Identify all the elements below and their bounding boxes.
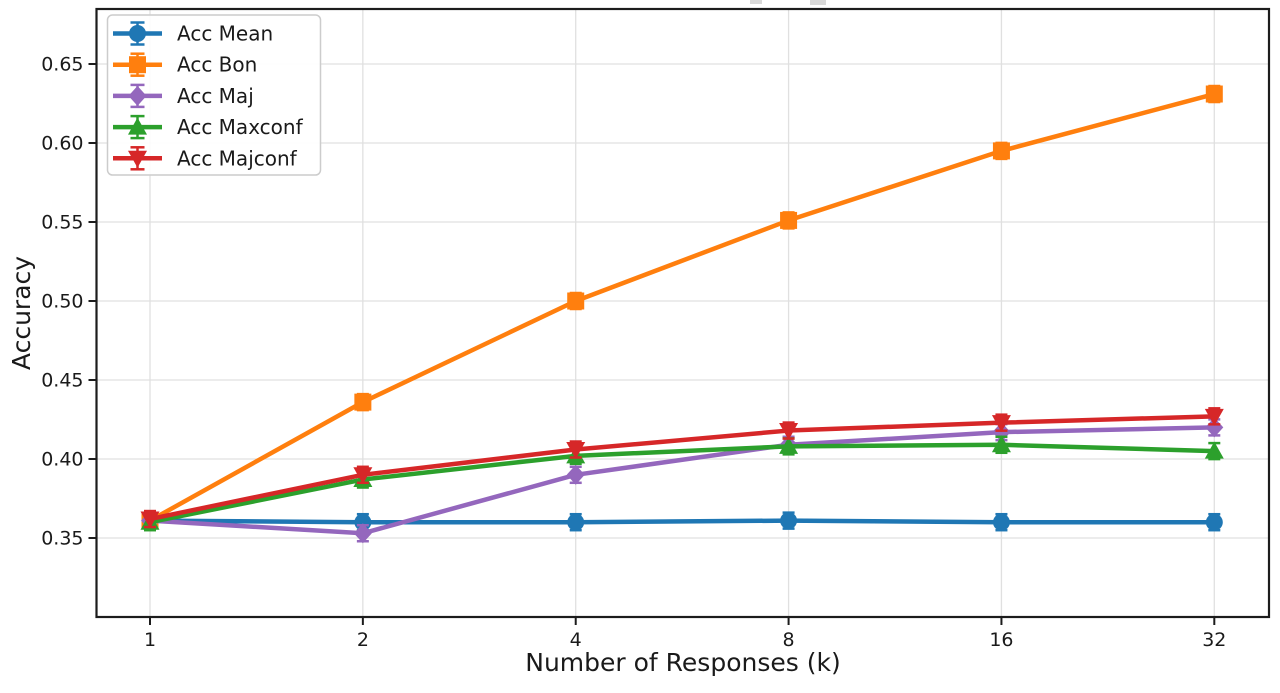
data-series <box>140 84 1224 544</box>
diamond-marker <box>1205 417 1224 438</box>
legend-item-label: Acc Maxconf <box>177 115 304 139</box>
circle-marker <box>129 25 146 42</box>
legend: Acc Mean Acc Bon Acc Maj Acc Maxconf Acc Maj… <box>106 14 322 176</box>
legend-item-acc-bon: Acc Bon <box>113 52 257 77</box>
x-tick-label: 8 <box>783 629 795 651</box>
square-marker <box>354 393 372 411</box>
y-tick-label: 0.60 <box>41 133 83 155</box>
square-marker <box>567 292 585 310</box>
y-tick-label: 0.45 <box>41 370 83 392</box>
circle-marker <box>780 512 798 530</box>
diamond-marker <box>566 464 585 485</box>
y-axis-label: Accuracy <box>7 256 36 370</box>
plot-frame <box>95 7 1271 619</box>
y-tick-label: 0.50 <box>41 291 83 313</box>
triangle-down-marker <box>779 423 799 441</box>
square-marker <box>992 142 1010 160</box>
series-line <box>147 91 1217 523</box>
series-line <box>147 518 1217 525</box>
triangle-down-marker <box>128 150 147 168</box>
series-line <box>147 414 1217 522</box>
square-marker <box>129 56 146 74</box>
triangle-up-marker <box>991 435 1011 453</box>
axes-spines <box>95 7 1271 619</box>
x-tick-label: 16 <box>989 629 1013 651</box>
triangle-down-marker <box>353 467 373 485</box>
y-tick-label: 0.35 <box>41 528 83 550</box>
x-tick-label: 32 <box>1202 629 1226 651</box>
triangle-down-marker <box>566 442 586 460</box>
x-tick-label: 2 <box>357 629 369 651</box>
x-axis-label: Number of Responses (k) <box>525 648 840 677</box>
series-acc-maxconf <box>140 435 1224 532</box>
circle-marker <box>992 513 1010 531</box>
x-tick-label: 4 <box>570 629 582 651</box>
y-tick-label: 0.65 <box>41 54 83 76</box>
y-tick-label: 0.40 <box>41 449 83 471</box>
y-tick-label: 0.55 <box>41 212 83 234</box>
square-marker <box>780 211 798 229</box>
series-line <box>147 425 1217 536</box>
axis-ticks-and-labels: 0.35 0.40 0.45 0.50 0.55 0.60 0.65 1 2 4 8 16 32 <box>41 54 1226 652</box>
legend-item-label: Acc Mean <box>177 22 273 46</box>
triangle-down-marker <box>991 415 1011 433</box>
triangle-up-marker <box>779 436 799 454</box>
series-line <box>147 442 1217 525</box>
legend-item-acc-maxconf: Acc Maxconf <box>113 114 304 140</box>
legend-item-label: Acc Majconf <box>177 146 298 170</box>
diamond-marker <box>353 523 372 544</box>
diamond-marker <box>128 85 147 106</box>
triangle-up-marker <box>128 117 147 135</box>
legend-item-label: Acc Bon <box>177 53 257 77</box>
legend-item-acc-mean: Acc Mean <box>113 21 273 46</box>
x-tick-label: 1 <box>144 629 156 651</box>
triangle-down-marker <box>1204 408 1224 426</box>
clipped-title-remnant <box>750 0 826 5</box>
legend-item-acc-maj: Acc Maj <box>113 83 254 109</box>
legend-item-label: Acc Maj <box>177 84 254 108</box>
triangle-up-marker <box>1204 441 1224 459</box>
circle-marker <box>567 513 585 531</box>
legend-box <box>106 14 322 176</box>
square-marker <box>1205 85 1223 103</box>
triangle-down-marker <box>140 511 160 529</box>
circle-marker <box>1205 513 1223 531</box>
legend-item-acc-majconf: Acc Majconf <box>113 146 298 171</box>
series-acc-majconf <box>140 407 1224 529</box>
